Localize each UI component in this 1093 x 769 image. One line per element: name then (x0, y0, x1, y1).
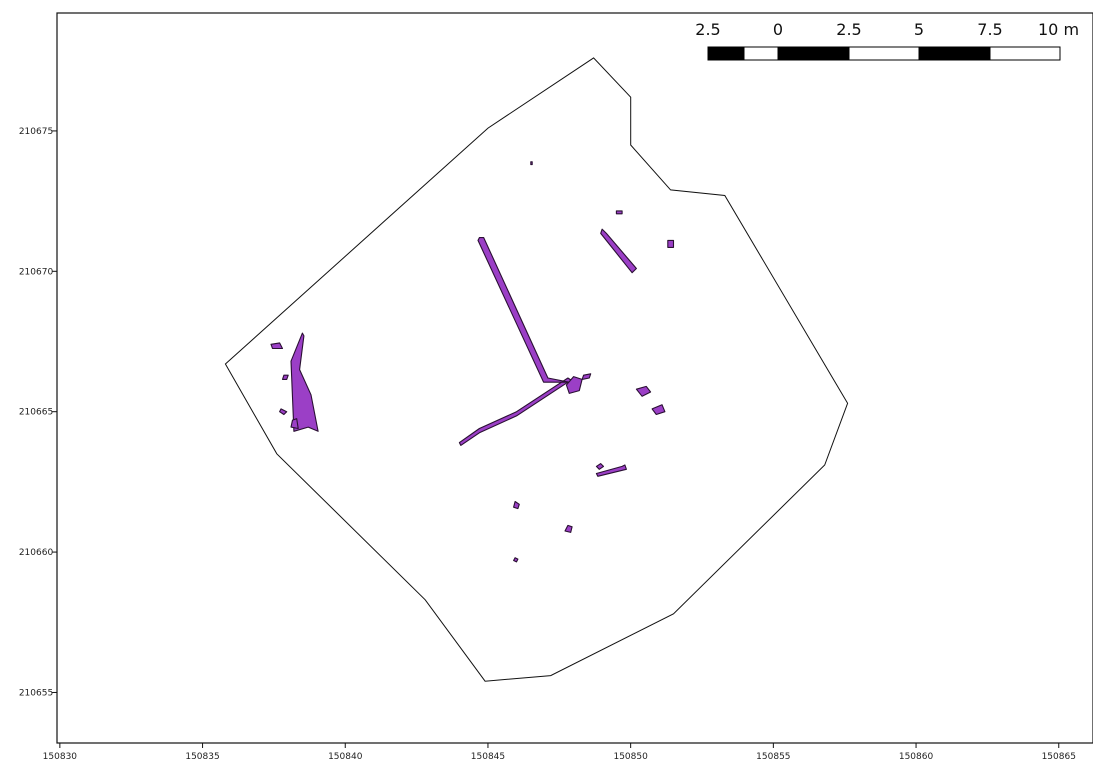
x-tick-label: 150855 (756, 752, 790, 762)
feature-polygon-1 (458, 237, 577, 446)
scale-label: 2.5 (695, 20, 720, 39)
feature-polygon-2 (600, 228, 637, 274)
feature-polygon-10 (635, 385, 652, 397)
y-tick-label: 210675 (19, 127, 53, 137)
x-tick-label: 150845 (471, 752, 505, 762)
feature-polygon-5 (281, 374, 289, 380)
y-tick-label: 210665 (19, 408, 53, 418)
feature-polygon-4 (270, 342, 284, 350)
feature-polygon-14 (513, 500, 520, 510)
feature-polygon-8 (565, 376, 583, 394)
feature-polygon-9 (581, 373, 592, 380)
x-tick-label: 150835 (185, 752, 219, 762)
feature-polygon-18 (615, 210, 623, 215)
scale-bar: 2.5 0 2.5 5 7.5 10 m (695, 20, 1079, 61)
feature-polygon-6 (279, 408, 288, 416)
scale-segment (707, 46, 745, 61)
feature-polygon-7 (290, 418, 299, 430)
map-frame (56, 12, 1093, 744)
scale-segment (777, 46, 850, 61)
feature-polygon-13 (595, 464, 627, 477)
feature-polygon-11 (651, 404, 666, 416)
feature-polygon-17 (667, 239, 675, 248)
feature-polygon-3 (290, 332, 319, 432)
scale-segment (989, 46, 1061, 61)
scale-segment (743, 46, 779, 61)
x-tick-label: 150850 (613, 752, 648, 762)
features-layer (270, 161, 675, 563)
x-axis: 150830 150835 150840 150845 150850 150855 1508… (43, 743, 1076, 762)
scale-segment (848, 46, 920, 61)
feature-polygon-19 (530, 161, 533, 166)
scale-label: 7.5 (977, 20, 1002, 39)
scale-label: 0 (773, 20, 783, 39)
scale-label: 5 (914, 20, 924, 39)
feature-polygon-15 (564, 524, 573, 533)
x-tick-label: 150840 (328, 752, 363, 762)
y-tick-label: 210660 (19, 548, 54, 558)
x-tick-label: 150830 (43, 752, 78, 762)
site-boundary (224, 57, 849, 682)
scale-label: 10 m (1038, 20, 1079, 39)
x-tick-label: 150865 (1042, 752, 1076, 762)
x-tick-label: 150860 (899, 752, 934, 762)
y-tick-label: 210655 (19, 688, 53, 698)
y-axis: 210675 210670 210665 210660 210655 (19, 127, 57, 698)
feature-polygon-16 (513, 557, 519, 563)
y-tick-label: 210670 (19, 267, 54, 277)
scale-segment (918, 46, 991, 61)
scale-label: 2.5 (836, 20, 861, 39)
feature-polygon-12 (595, 463, 605, 470)
